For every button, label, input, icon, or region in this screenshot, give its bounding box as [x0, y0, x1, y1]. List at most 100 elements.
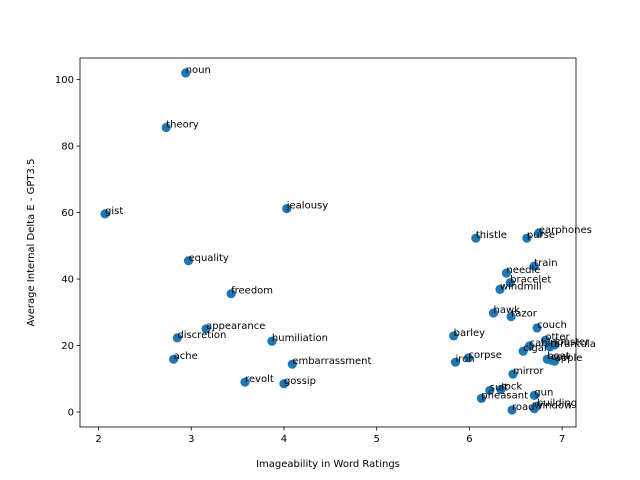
- point-label: suit: [490, 382, 508, 393]
- point-label: bracelet: [510, 275, 551, 286]
- scatter-point: [525, 341, 535, 351]
- point-label: apple: [555, 353, 583, 364]
- scatter-point: [529, 390, 539, 401]
- point-label: theory: [166, 119, 199, 130]
- point-label: windmill: [500, 281, 542, 292]
- x-tick-label: 6: [466, 434, 472, 445]
- point-label: lobster: [555, 337, 591, 348]
- point-label: train: [534, 258, 557, 269]
- point-label: freedom: [231, 286, 273, 297]
- point-label: pheasant: [481, 390, 528, 401]
- scatter-point: [100, 209, 110, 219]
- scatter-point: [545, 342, 555, 352]
- scatter-point: [485, 385, 495, 396]
- point-label: appearance: [206, 321, 265, 332]
- point-label: barley: [454, 328, 486, 339]
- point-label: earphones: [539, 225, 592, 236]
- scatter-point: [201, 324, 211, 334]
- point-label: corpse: [468, 350, 501, 361]
- scatter-point: [282, 203, 292, 214]
- y-axis-label: Average Internal Delta E - GPT3.5: [26, 159, 37, 327]
- scatter-point: [532, 323, 542, 333]
- scatter-point: [226, 289, 236, 299]
- scatter-point: [522, 233, 532, 243]
- point-label: ache: [174, 351, 198, 362]
- y-tick-label: 20: [61, 341, 74, 352]
- data-marks: [100, 68, 560, 415]
- point-label: couch: [537, 320, 567, 331]
- y-tick-label: 60: [61, 208, 74, 219]
- scatter-point: [529, 261, 539, 271]
- scatter-point: [279, 379, 289, 389]
- x-axis-ticks: 2 3 4 5 6 7: [95, 427, 565, 445]
- scatter-point: [508, 369, 518, 379]
- x-tick-label: 2: [95, 434, 101, 445]
- point-label: gun: [534, 387, 553, 398]
- point-label: jealousy: [286, 201, 329, 212]
- scatter-point: [181, 68, 191, 78]
- point-label: rock: [501, 381, 523, 392]
- point-label: mirror: [513, 366, 544, 377]
- point-label: cow: [551, 352, 571, 363]
- point-label: building: [537, 398, 577, 409]
- scatter-point: [287, 359, 297, 369]
- scatter-point: [267, 336, 277, 346]
- point-label: noun: [186, 65, 211, 76]
- x-tick-label: 3: [188, 434, 194, 445]
- point-label: discretion: [177, 330, 226, 341]
- scatter-point: [463, 353, 474, 363]
- point-label: gossip: [284, 376, 316, 387]
- x-tick-label: 4: [281, 434, 287, 445]
- point-label: purse: [527, 230, 555, 241]
- scatter-point: [550, 356, 560, 366]
- x-axis-label: Imageability in Word Ratings: [256, 459, 400, 470]
- scatter-point: [488, 308, 499, 318]
- point-label: road: [512, 402, 535, 413]
- scatter-point: [518, 346, 528, 356]
- scatter-point: [534, 228, 544, 238]
- scatter-point: [495, 284, 505, 294]
- point-label: revolt: [245, 374, 274, 385]
- scatter-point: [540, 335, 551, 345]
- scatter-point: [161, 122, 171, 133]
- scatter-point: [496, 384, 506, 395]
- y-tick-label: 40: [61, 275, 74, 286]
- y-tick-label: 80: [61, 142, 74, 153]
- y-tick-label: 0: [68, 408, 74, 419]
- scatter-point: [476, 393, 487, 404]
- scatter-point: [471, 233, 481, 243]
- point-label: cigar: [523, 343, 549, 354]
- y-axis-ticks: 0 20 40 60 80 100: [55, 75, 80, 419]
- scatter-point: [529, 404, 539, 414]
- plot-frame: [79, 57, 577, 428]
- point-label: otter: [545, 332, 570, 343]
- scatter-point: [507, 405, 517, 415]
- scatter-point: [240, 377, 250, 387]
- point-label: gist: [105, 206, 123, 217]
- x-tick-label: 7: [559, 434, 565, 445]
- point-label: hawk: [493, 305, 520, 316]
- scatter-point: [506, 312, 516, 322]
- point-label: humiliation: [272, 333, 328, 344]
- point-label: window: [534, 401, 572, 412]
- point-labels: noun theory gist jealousy equality freedom app…: [105, 65, 596, 413]
- scatter-point: [169, 354, 179, 364]
- scatter-point: [505, 278, 515, 288]
- scatter-point: [172, 333, 182, 343]
- scatter-point: [183, 256, 194, 266]
- point-label: equality: [188, 253, 228, 264]
- point-label: cabin: [530, 338, 557, 349]
- point-label: razor: [511, 309, 538, 320]
- point-label: embarrassment: [292, 356, 371, 367]
- point-label: tarantula: [550, 339, 596, 350]
- point-label: boat: [547, 351, 570, 362]
- scatter-point: [450, 357, 461, 367]
- y-tick-label: 100: [55, 75, 74, 86]
- x-tick-label: 5: [373, 434, 379, 445]
- scatter-point: [449, 331, 459, 341]
- scatter-point: [501, 268, 512, 278]
- point-label: iron: [455, 354, 474, 365]
- point-label: thistle: [476, 230, 507, 241]
